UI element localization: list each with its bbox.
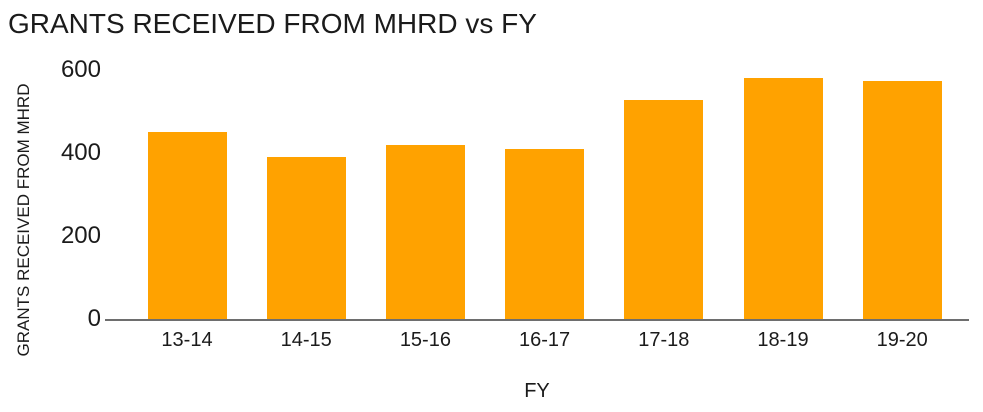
y-tick-label-400: 400 [60,139,101,166]
bar-19-20 [862,80,942,319]
y-tick-label-600: 600 [60,56,101,83]
bar-13-14 [147,132,227,319]
y-tick-label-200: 200 [60,222,101,249]
x-tick-label-17-18: 17-18 [638,329,690,351]
x-tick-label-19-20: 19-20 [876,329,928,351]
x-tick-label-14-15: 14-15 [280,329,332,351]
y-tick-label-0: 0 [87,305,101,332]
x-tick-label-16-17: 16-17 [519,329,571,351]
bar-18-19 [743,77,823,319]
x-tick-label-18-19: 18-19 [757,329,809,351]
chart-title: GRANTS RECEIVED FROM MHRD vs FY [8,8,537,39]
bar-14-15 [266,157,346,319]
bar-16-17 [505,148,585,319]
x-tick-label-15-16: 15-16 [399,329,451,351]
plot-area [105,70,969,321]
x-axis-title: FY [524,380,550,402]
bar-15-16 [385,144,465,319]
x-tick-label-13-14: 13-14 [161,329,213,351]
bar-17-18 [624,100,704,319]
